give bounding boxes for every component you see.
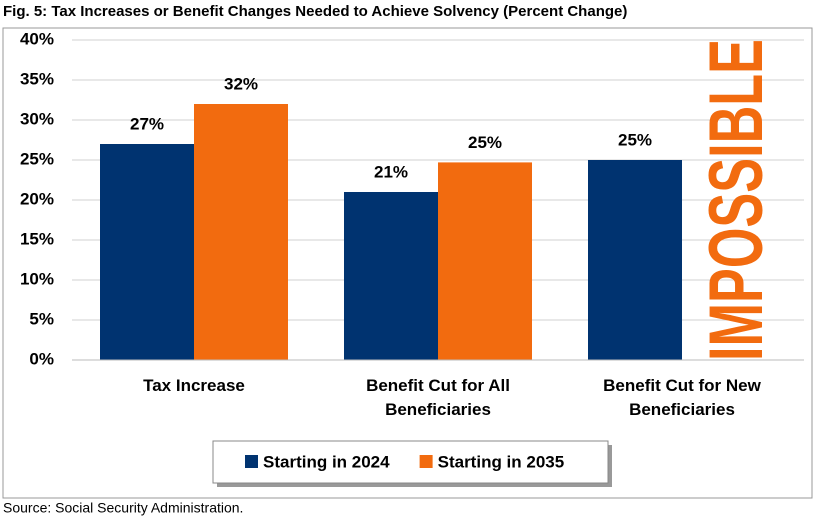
chart-title: Fig. 5: Tax Increases or Benefit Changes… [3, 3, 627, 20]
chart-frame [2, 27, 813, 499]
legend-label: Starting in 2035 [438, 452, 565, 471]
bar [344, 192, 438, 360]
x-tick-label: Benefit Cut for New Beneficiaries [603, 376, 761, 419]
y-tick-label: 15% [20, 229, 54, 248]
value-label: 25% [468, 133, 502, 152]
legend-label: Starting in 2024 [263, 452, 390, 471]
y-tick-label: 20% [20, 189, 54, 208]
y-tick-label: 0% [29, 349, 54, 368]
bar [194, 104, 288, 360]
legend-box [212, 440, 609, 484]
source-note: Source: Social Security Administration. [3, 500, 243, 516]
y-tick-label: 5% [29, 309, 54, 328]
y-tick-label: 35% [20, 69, 54, 88]
value-label: 25% [618, 130, 652, 149]
x-tick-label: Benefit Cut for All Beneficiaries [366, 376, 510, 419]
bar [100, 144, 194, 360]
y-tick-label: 10% [20, 269, 54, 288]
annotation: IMPOSSIBLE [694, 39, 779, 361]
x-tick-label: Tax Increase [143, 376, 245, 395]
legend-swatch [245, 455, 258, 468]
bar [438, 162, 532, 360]
value-label: 27% [130, 114, 164, 133]
bar [588, 160, 682, 360]
y-tick-label: 25% [20, 149, 54, 168]
value-label: 32% [224, 74, 258, 93]
y-tick-label: 30% [20, 109, 54, 128]
legend-swatch [419, 455, 433, 468]
value-label: 21% [374, 162, 408, 181]
y-tick-label: 40% [20, 29, 54, 48]
